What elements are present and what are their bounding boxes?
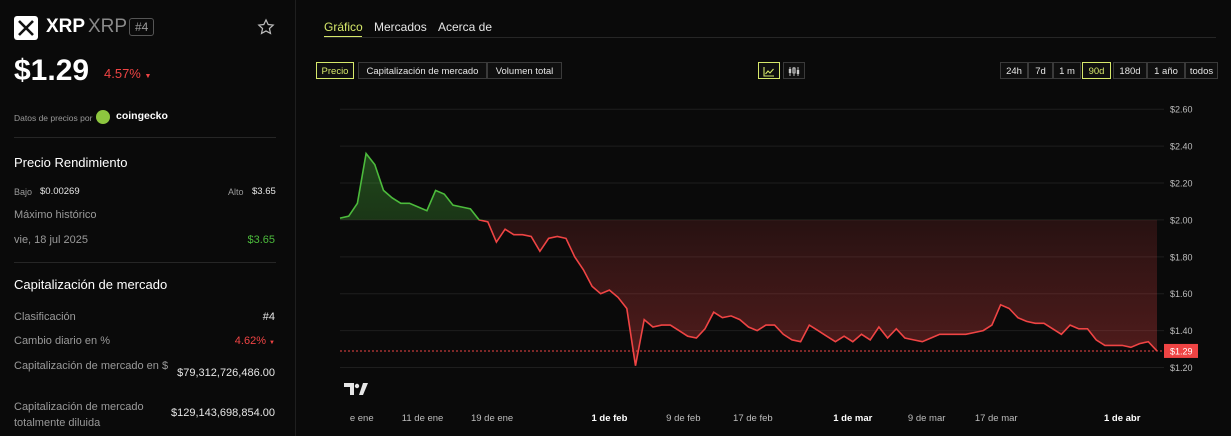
- market-cap-value: $79,312,726,486.00: [177, 367, 275, 379]
- tradingview-logo-icon: [344, 383, 368, 395]
- x-tick-label: 1 de feb: [591, 413, 627, 424]
- price-chart[interactable]: $2.60 $2.40 $2.20 $2.00 $1.80 $1.60 $1.40 $1.20…: [296, 100, 1231, 436]
- y-tick-label: $1.60: [1170, 289, 1193, 299]
- y-tick-label: $2.40: [1170, 142, 1193, 152]
- coin-ticker: XRP: [88, 16, 128, 37]
- x-tick-label: 11 de ene: [402, 413, 444, 424]
- range-90d-button[interactable]: 90d: [1082, 62, 1111, 79]
- high-label: Alto: [228, 187, 244, 197]
- market-cap-title: Capitalización de mercado: [14, 277, 168, 292]
- candlestick-icon: [788, 67, 800, 76]
- coin-info-panel: XRP XRP #4 $1.29 4.57% ▼ Datos de precio…: [0, 0, 296, 436]
- divider: [14, 262, 276, 263]
- y-axis: $2.60 $2.40 $2.20 $2.00 $1.80 $1.60 $1.40 $1.20: [1170, 105, 1193, 373]
- x-tick-label: 1 de abr: [1104, 413, 1141, 424]
- daily-change: 4.62% ▼: [235, 335, 275, 347]
- x-tick-label: 19 de ene: [471, 413, 513, 424]
- price-line: [339, 151, 1158, 366]
- star-icon[interactable]: [257, 18, 275, 36]
- metric-volume-button[interactable]: Volumen total: [487, 62, 562, 79]
- current-price-label: $1.29: [1170, 346, 1193, 356]
- price-change: 4.57% ▼: [104, 66, 151, 81]
- y-tick-label: $2.00: [1170, 215, 1193, 225]
- x-tick-label: e ene: [350, 413, 374, 424]
- low-label: Bajo: [14, 187, 33, 197]
- arrow-down-icon: ▼: [269, 340, 275, 346]
- market-cap-label: Capitalización de mercado en $: [14, 360, 169, 372]
- rank-value: #4: [262, 311, 275, 323]
- rank-label: Clasificación: [14, 311, 76, 323]
- performance-title: Precio Rendimiento: [14, 155, 128, 170]
- ath-value: $3.65: [247, 234, 275, 246]
- tabs-divider: [324, 37, 1216, 38]
- price-change-value: 4.57%: [104, 66, 141, 81]
- range-1m-button[interactable]: 1 m: [1053, 62, 1081, 79]
- range-all-button[interactable]: todos: [1185, 62, 1218, 79]
- price-source-label: Datos de precios por: [14, 113, 93, 123]
- y-tick-label: $1.40: [1170, 326, 1193, 336]
- xrp-logo-icon: [18, 20, 34, 36]
- coin-logo: [14, 16, 38, 40]
- divider: [14, 137, 276, 138]
- daily-change-value: 4.62%: [234, 335, 266, 347]
- tab-markets[interactable]: Mercados: [374, 20, 427, 34]
- metric-market-cap-button[interactable]: Capitalización de mercado: [358, 62, 487, 79]
- price-line-down: [478, 219, 1158, 366]
- area-fill: [340, 153, 1157, 366]
- range-180d-button[interactable]: 180d: [1113, 62, 1147, 79]
- range-24h-button[interactable]: 24h: [1000, 62, 1028, 79]
- price-source-name[interactable]: coingecko: [116, 110, 168, 122]
- fdv-label: Capitalización de mercado totalmente dil…: [14, 401, 144, 429]
- area-below-baseline: [479, 219, 1157, 366]
- x-tick-label: 17 de mar: [975, 413, 1018, 424]
- current-price-marker: $1.29: [340, 343, 1198, 358]
- line-chart-icon: [763, 67, 774, 77]
- coin-name: XRP: [46, 16, 86, 37]
- coingecko-logo-icon: [96, 110, 110, 124]
- daily-change-label: Cambio diario en %: [14, 335, 110, 347]
- x-tick-label: 17 de feb: [733, 413, 773, 424]
- ath-date: vie, 18 jul 2025: [14, 234, 88, 246]
- fdv-value: $129,143,698,854.00: [171, 407, 275, 419]
- x-axis: e ene 11 de ene 19 de ene 1 de feb 9 de feb 1…: [350, 413, 1141, 424]
- price-line-up: [339, 151, 484, 220]
- low-value: $0.00269: [40, 186, 80, 197]
- current-price-tag: [1164, 343, 1198, 358]
- y-tick-label: $1.20: [1170, 363, 1193, 373]
- arrow-down-icon: ▼: [144, 73, 152, 80]
- y-tick-label: $2.20: [1170, 179, 1193, 189]
- current-price: $1.29: [14, 54, 90, 87]
- rank-badge: #4: [129, 18, 155, 36]
- candlestick-button[interactable]: [783, 62, 805, 79]
- metric-price-button[interactable]: Precio: [316, 62, 354, 79]
- range-1y-button[interactable]: 1 año: [1147, 62, 1185, 79]
- range-7d-button[interactable]: 7d: [1028, 62, 1053, 79]
- line-chart-button[interactable]: [758, 62, 780, 79]
- tab-about[interactable]: Acerca de: [438, 20, 493, 34]
- x-tick-label: 9 de mar: [908, 413, 946, 424]
- y-tick-label: $1.80: [1170, 252, 1193, 262]
- y-tick-label: $2.60: [1170, 105, 1193, 115]
- high-value: $3.65: [252, 186, 276, 197]
- chart-panel: Gráfico Mercados Acerca de Precio Capita…: [296, 0, 1231, 436]
- tab-chart[interactable]: Gráfico: [324, 20, 363, 34]
- x-tick-label: 1 de mar: [833, 413, 872, 424]
- area-above-baseline: [340, 153, 1157, 220]
- ath-label: Máximo histórico: [14, 209, 97, 221]
- x-tick-label: 9 de feb: [666, 413, 700, 424]
